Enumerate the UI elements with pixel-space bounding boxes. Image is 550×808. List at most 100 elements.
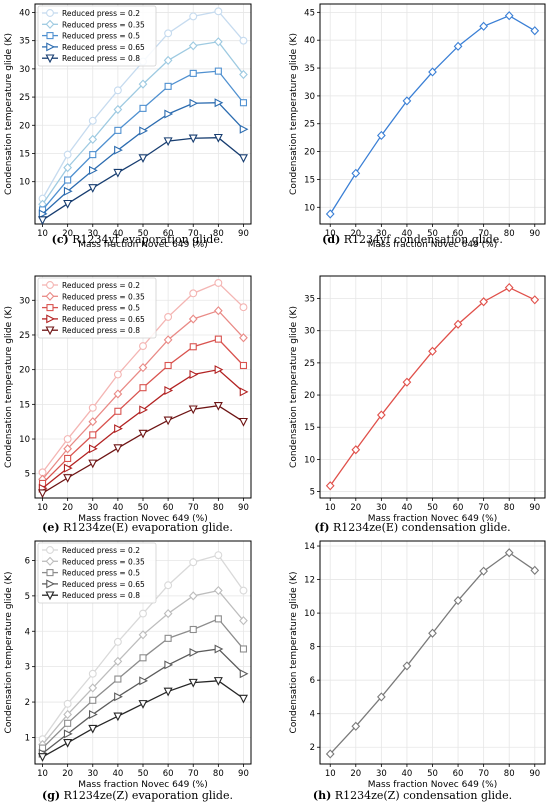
data-point bbox=[239, 124, 249, 134]
data-point bbox=[88, 134, 98, 144]
y-tick-label: 12 bbox=[304, 576, 315, 586]
data-point bbox=[325, 209, 335, 219]
legend-entry: Reduced press = 0.5 bbox=[62, 569, 140, 578]
y-tick-label: 6 bbox=[25, 556, 30, 566]
data-point bbox=[214, 67, 222, 75]
data-point bbox=[189, 625, 197, 634]
y-tick-label: 2 bbox=[310, 743, 315, 753]
caption-d: (d) R1234yf condensation glide. bbox=[275, 233, 550, 246]
y-axis-label: Condensation temperature glide (K) bbox=[289, 306, 299, 468]
chart-panel-h: 10 20 30 40 50 60 70 80 90 2 4 6 8 10 12 14 Mass fractio… bbox=[289, 540, 546, 790]
data-point bbox=[63, 444, 73, 454]
data-point bbox=[113, 712, 123, 722]
data-point bbox=[239, 645, 248, 653]
x-tick-label: 30 bbox=[87, 229, 98, 239]
legend-marker bbox=[45, 326, 55, 336]
x-tick-label: 40 bbox=[112, 769, 123, 779]
legend-entry: Reduced press = 0.65 bbox=[62, 315, 145, 324]
y-tick-label: 25 bbox=[304, 359, 315, 369]
legend-marker bbox=[46, 546, 54, 554]
caption-c: (c) R1234yf evaporation glide. bbox=[0, 233, 275, 246]
data-point bbox=[63, 435, 72, 443]
data-point bbox=[377, 692, 386, 702]
x-tick-label: 70 bbox=[188, 229, 199, 239]
y-tick-label: 20 bbox=[304, 391, 315, 401]
x-tick-label: 20 bbox=[62, 503, 73, 513]
x-tick-label: 10 bbox=[37, 503, 48, 513]
y-axis-label: Condensation temperature glide (K) bbox=[4, 306, 14, 468]
data-point bbox=[189, 12, 198, 21]
data-point bbox=[113, 389, 123, 399]
x-tick-label: 60 bbox=[453, 229, 464, 239]
data-point bbox=[113, 444, 123, 454]
data-point bbox=[402, 661, 412, 671]
data-point bbox=[163, 335, 173, 345]
y-tick-label: 40 bbox=[19, 8, 30, 18]
caption-h-text: R1234ze(Z) condensation glide. bbox=[334, 789, 513, 802]
x-tick-label: 90 bbox=[529, 503, 540, 513]
legend-marker bbox=[46, 281, 54, 289]
data-point bbox=[88, 417, 98, 427]
legend-marker bbox=[45, 591, 55, 601]
y-axis-label: Condensation temperature glide (K) bbox=[289, 572, 299, 734]
legend-marker bbox=[45, 291, 55, 301]
legend-entry: Reduced press = 0.8 bbox=[62, 54, 140, 63]
x-tick-label: 50 bbox=[138, 503, 149, 513]
caption-g: (g) R1234ze(Z) evaporation glide. bbox=[0, 789, 275, 802]
data-point bbox=[113, 370, 122, 379]
data-point bbox=[164, 634, 172, 642]
data-point bbox=[139, 405, 149, 415]
data-point bbox=[238, 417, 248, 427]
data-point bbox=[114, 145, 123, 155]
y-tick-label: 1 bbox=[25, 733, 30, 743]
caption-h: (h) R1234ze(Z) condensation glide. bbox=[275, 789, 550, 802]
caption-f: (f) R1234ze(E) condensation glide. bbox=[275, 521, 550, 534]
data-point bbox=[63, 729, 73, 739]
x-tick-label: 80 bbox=[504, 769, 515, 779]
legend: Reduced press = 0.2 Reduced press = 0.35 R… bbox=[37, 277, 157, 339]
y-tick-label: 25 bbox=[19, 331, 30, 341]
x-tick-label: 60 bbox=[163, 229, 174, 239]
data-point bbox=[189, 98, 199, 108]
y-tick-label: 4 bbox=[310, 710, 315, 720]
x-tick-label: 80 bbox=[213, 503, 224, 513]
y-tick-label: 30 bbox=[304, 92, 315, 102]
data-point bbox=[214, 644, 224, 654]
caption-f-text: R1234ze(E) condensation glide. bbox=[332, 521, 511, 534]
caption-g-letter: (g) bbox=[42, 789, 61, 802]
x-tick-label: 20 bbox=[350, 229, 361, 239]
x-tick-label: 80 bbox=[504, 229, 515, 239]
data-point bbox=[188, 405, 198, 415]
data-point bbox=[64, 454, 72, 463]
data-point bbox=[530, 295, 540, 305]
data-point bbox=[213, 401, 223, 411]
data-point bbox=[239, 586, 248, 595]
legend-entry: Reduced press = 0.35 bbox=[62, 557, 145, 566]
x-tick-label: 70 bbox=[478, 229, 489, 239]
legend-marker bbox=[45, 556, 55, 566]
x-tick-label: 50 bbox=[138, 229, 149, 239]
y-tick-label: 25 bbox=[304, 120, 315, 130]
data-point bbox=[238, 694, 248, 704]
y-tick-label: 6 bbox=[310, 676, 315, 686]
data-point bbox=[239, 387, 249, 397]
y-tick-label: 14 bbox=[304, 542, 315, 552]
legend-entry: Reduced press = 0.35 bbox=[62, 20, 145, 29]
y-tick-label: 30 bbox=[19, 296, 30, 306]
caption-d-letter: (d) bbox=[322, 233, 341, 246]
x-tick-label: 10 bbox=[325, 503, 336, 513]
legend-entry: Reduced press = 0.8 bbox=[62, 326, 140, 335]
data-point bbox=[164, 385, 174, 395]
caption-h-letter: (h) bbox=[312, 789, 332, 802]
data-point bbox=[189, 647, 199, 658]
data-point bbox=[164, 109, 174, 119]
data-point bbox=[188, 134, 198, 144]
legend-marker bbox=[45, 54, 55, 64]
caption-g-text: R1234ze(Z) evaporation glide. bbox=[63, 789, 233, 802]
data-point bbox=[351, 168, 361, 178]
caption-d-text: R1234yf condensation glide. bbox=[343, 233, 503, 246]
data-point bbox=[63, 474, 73, 483]
y-tick-label: 10 bbox=[19, 435, 30, 445]
y-axis-label: Condensation temperature glide (K) bbox=[4, 572, 14, 734]
